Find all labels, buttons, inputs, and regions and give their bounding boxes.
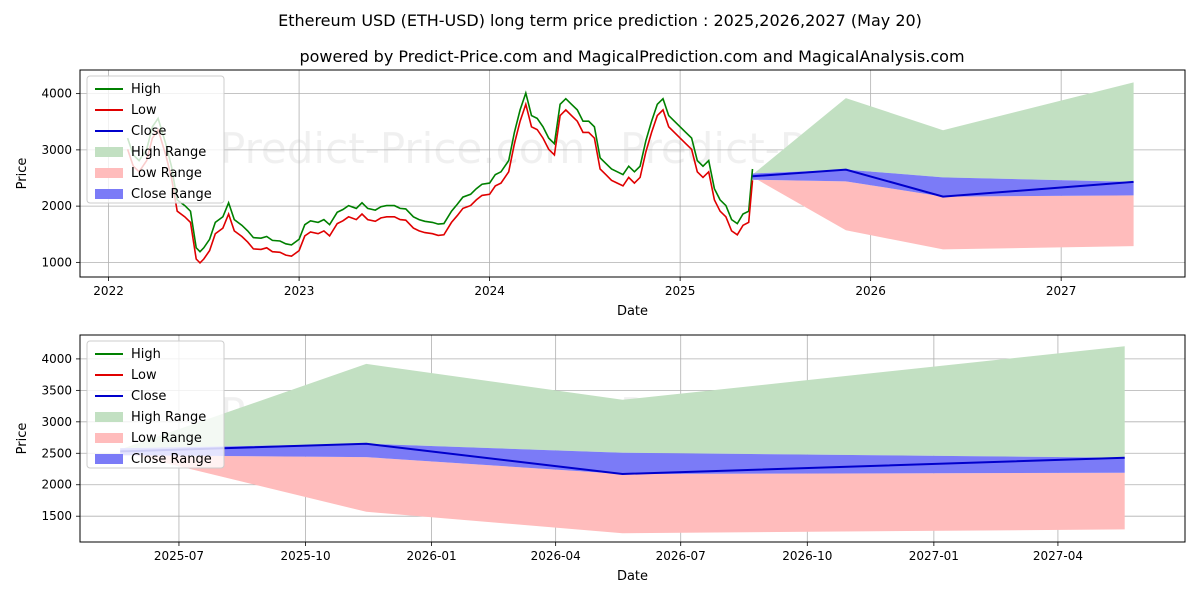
top-y-axis-label: Price [15, 158, 30, 190]
bottom-legend-label-2: Close [131, 389, 166, 404]
bottom-x-tick-label-1: 2025-10 [280, 549, 330, 563]
top-x-tick-label-1: 2023 [284, 284, 315, 298]
bottom-legend-label-1: Low [131, 368, 157, 383]
top-x-tick-label-2: 2024 [474, 284, 505, 298]
bottom-legend-swatch-3 [95, 412, 123, 422]
bottom-legend: High Low Close High Range Low Range Close Ran… [86, 340, 225, 469]
top-x-tick-label-4: 2026 [855, 284, 886, 298]
top-low-range-band [752, 176, 1134, 250]
top-legend-label-4: Low Range [131, 166, 202, 181]
bottom-y-tick-label-5: 4000 [41, 352, 72, 366]
top-watermark-0: Predict-Price.com [220, 124, 585, 173]
top-watermark-2: Predict-Price.com [220, 274, 585, 323]
top-legend-swatch-5 [95, 189, 123, 199]
bottom-x-axis-label: Date [617, 569, 648, 584]
top-low-series-line [126, 101, 754, 265]
bottom-watermark-3: Predict-Price.com [620, 539, 985, 588]
bottom-x-tick-label-2: 2026-01 [407, 549, 457, 563]
top-x-tick-label-5: 2027 [1046, 284, 1077, 298]
bottom-x-tick-label-5: 2026-10 [782, 549, 832, 563]
bottom-y-tick-label-1: 2000 [41, 478, 72, 492]
top-high-range-band [752, 82, 1134, 182]
top-legend-label-5: Close Range [131, 187, 212, 202]
bottom-legend-label-3: High Range [131, 410, 206, 425]
top-high-series-line [126, 90, 754, 253]
bottom-panel-forecast-zoom: Predict-Price.comPredict-Price.comPredic… [15, 334, 1186, 588]
top-watermark-3: Predict-Price.com [620, 274, 985, 323]
top-legend-swatch-4 [95, 168, 123, 178]
bottom-y-tick-label-3: 3000 [41, 415, 72, 429]
bottom-y-tick-label-4: 3500 [41, 383, 72, 397]
bottom-x-tick-label-7: 2027-04 [1033, 549, 1083, 563]
top-legend-swatch-3 [95, 147, 123, 157]
bottom-x-tick-label-4: 2026-07 [656, 549, 706, 563]
top-legend: High Low Close High Range Low Range Close Ran… [86, 75, 225, 204]
top-y-tick-label-3: 4000 [41, 87, 72, 101]
top-y-tick-label-2: 3000 [41, 143, 72, 157]
top-legend-label-2: Close [131, 124, 166, 139]
top-x-axis-label: Date [617, 304, 648, 319]
bottom-legend-label-0: High [131, 347, 161, 362]
chart-subtitle: powered by Predict-Price.com and Magical… [299, 47, 964, 66]
bottom-legend-swatch-4 [95, 433, 123, 443]
bottom-legend-label-4: Low Range [131, 431, 202, 446]
top-close-forecast-line [752, 168, 1134, 198]
top-legend-label-0: High [131, 82, 161, 97]
top-legend-label-3: High Range [131, 145, 206, 160]
bottom-legend-label-5: Close Range [131, 452, 212, 467]
bottom-x-tick-label-0: 2025-07 [154, 549, 204, 563]
top-y-tick-label-1: 2000 [41, 199, 72, 213]
top-y-tick-label-0: 1000 [41, 255, 72, 269]
bottom-y-tick-label-0: 1500 [41, 509, 72, 523]
top-panel-price-history: Predict-Price.com Predict-Price.com Predic… [15, 69, 1186, 323]
bottom-close-forecast-line [120, 442, 1125, 476]
top-axes-frame [79, 69, 1186, 278]
top-plot-area [126, 82, 1134, 265]
bottom-x-tick-label-3: 2026-04 [531, 549, 581, 563]
bottom-y-tick-label-2: 2500 [41, 446, 72, 460]
bottom-x-tick-label-6: 2027-01 [909, 549, 959, 563]
bottom-y-axis-label: Price [15, 423, 30, 455]
bottom-watermark-2: Predict-Price.com [220, 539, 585, 588]
bottom-high-range-band [120, 346, 1125, 458]
bottom-legend-swatch-5 [95, 454, 123, 464]
bottom-low-range-band [120, 452, 1125, 534]
bottom-plot-area [120, 346, 1125, 534]
bottom-axes-frame [79, 334, 1186, 543]
top-x-tick-label-0: 2022 [93, 284, 124, 298]
top-legend-label-1: Low [131, 103, 157, 118]
chart-title: Ethereum USD (ETH-USD) long term price p… [278, 11, 922, 30]
top-x-tick-label-3: 2025 [665, 284, 696, 298]
